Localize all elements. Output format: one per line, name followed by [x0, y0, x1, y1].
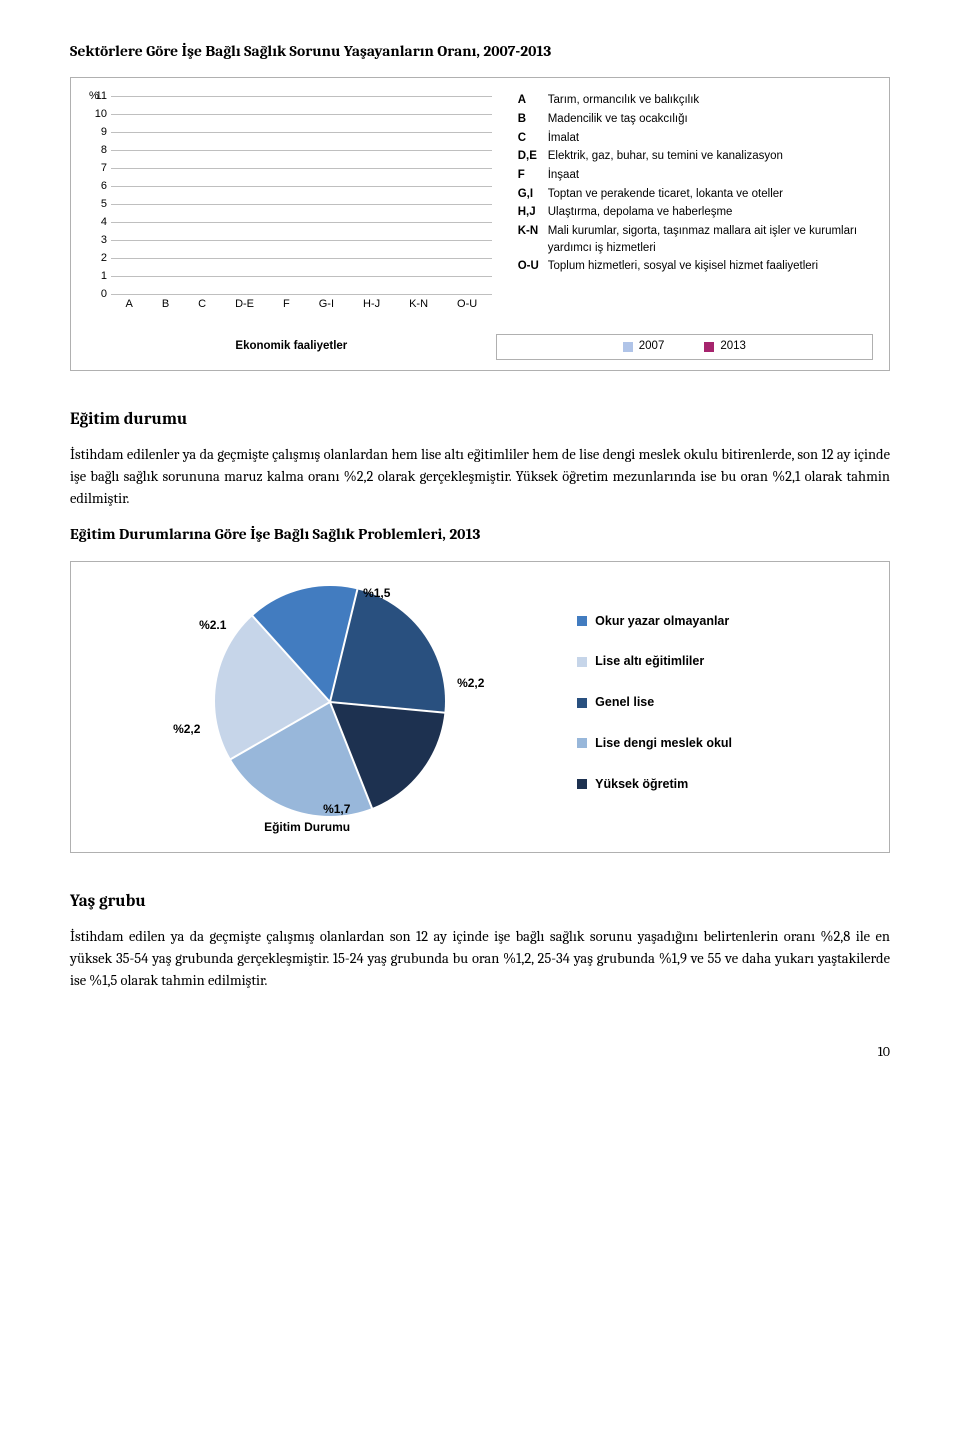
sector-legend-row: Fİnşaat [518, 167, 873, 184]
sector-desc: Toplum hizmetleri, sosyal ve kişisel hiz… [548, 258, 873, 275]
bar-chart-title: Sektörlere Göre İşe Bağlı Sağlık Sorunu … [70, 40, 890, 63]
pie-chart: %1,5%2,2%1,7%2,2%2.1 [195, 592, 455, 812]
x-label: H-J [363, 296, 380, 313]
sector-code: F [518, 167, 548, 184]
sector-desc: İnşaat [548, 167, 873, 184]
pie-slice-label: %2.1 [199, 616, 226, 634]
sector-legend-row: Cİmalat [518, 130, 873, 147]
pie-legend-swatch [577, 779, 587, 789]
year-legend: 2007 2013 [496, 334, 873, 359]
bar-chart-frame: % 01234567891011 ABCD-EFG-IH-JK-NO-U ATa… [70, 77, 890, 370]
y-tick: 4 [89, 214, 107, 231]
page-number: 10 [70, 1041, 890, 1062]
y-tick: 7 [89, 160, 107, 177]
sector-code: G,I [518, 186, 548, 203]
education-heading: Eğitim durumu [70, 407, 890, 433]
y-tick: 5 [89, 196, 107, 213]
y-tick: 1 [89, 268, 107, 285]
x-label: K-N [409, 296, 428, 313]
y-tick: 6 [89, 178, 107, 195]
x-label: O-U [457, 296, 477, 313]
sector-desc: Madencilik ve taş ocakcılığı [548, 111, 873, 128]
bar-chart: % 01234567891011 ABCD-EFG-IH-JK-NO-U [87, 92, 496, 322]
sector-legend-row: BMadencilik ve taş ocakcılığı [518, 111, 873, 128]
y-tick: 2 [89, 250, 107, 267]
x-label: F [283, 296, 290, 313]
sector-legend-row: D,EElektrik, gaz, buhar, su temini ve ka… [518, 148, 873, 165]
sector-legend: ATarım, ormancılık ve balıkçılıkBMadenci… [518, 92, 873, 277]
x-label: C [198, 296, 206, 313]
sector-desc: İmalat [548, 130, 873, 147]
pie-legend-label: Okur yazar olmayanlar [595, 612, 729, 631]
sector-legend-row: H,JUlaştırma, depolama ve haberleşme [518, 204, 873, 221]
pie-legend-label: Genel lise [595, 693, 654, 712]
sector-desc: Elektrik, gaz, buhar, su temini ve kanal… [548, 148, 873, 165]
age-heading: Yaş grubu [70, 889, 890, 915]
y-tick: 0 [89, 286, 107, 303]
sector-code: O-U [518, 258, 548, 275]
sector-code: H,J [518, 204, 548, 221]
pie-legend-label: Lise altı eğitimliler [595, 652, 704, 671]
x-axis-label: Ekonomik faaliyetler [87, 338, 496, 355]
legend-2007: 2007 [639, 338, 665, 355]
pie-legend-item: Genel lise [577, 693, 873, 712]
education-paragraph: İstihdam edilenler ya da geçmişte çalışm… [70, 444, 890, 509]
sector-desc: Ulaştırma, depolama ve haberleşme [548, 204, 873, 221]
age-paragraph: İstihdam edilen ya da geçmişte çalışmış … [70, 926, 890, 991]
pie-slice-label: %1,5 [363, 584, 390, 602]
sector-desc: Toptan ve perakende ticaret, lokanta ve … [548, 186, 873, 203]
y-tick: 3 [89, 232, 107, 249]
pie-slice-label: %2,2 [457, 674, 484, 692]
x-label: G-I [319, 296, 334, 313]
pie-legend-item: Lise dengi meslek okul [577, 734, 873, 753]
pie-legend-swatch [577, 657, 587, 667]
pie-slice-label: %2,2 [173, 720, 200, 738]
pie-legend-swatch [577, 698, 587, 708]
y-tick: 11 [89, 88, 107, 105]
pie-legend-label: Yüksek öğretim [595, 775, 688, 794]
pie-caption: Eğitim Durumu [264, 818, 350, 836]
pie-chart-frame: %1,5%2,2%1,7%2,2%2.1 Eğitim Durumu Okur … [70, 561, 890, 853]
sector-legend-row: K-NMali kurumlar, sigorta, taşınmaz mall… [518, 223, 873, 256]
sector-desc: Mali kurumlar, sigorta, taşınmaz mallara… [548, 223, 873, 256]
y-tick: 8 [89, 142, 107, 159]
sector-legend-row: ATarım, ormancılık ve balıkçılık [518, 92, 873, 109]
sector-code: C [518, 130, 548, 147]
sector-legend-row: O-UToplum hizmetleri, sosyal ve kişisel … [518, 258, 873, 275]
sector-legend-row: G,IToptan ve perakende ticaret, lokanta … [518, 186, 873, 203]
pie-legend-swatch [577, 616, 587, 626]
pie-legend-item: Okur yazar olmayanlar [577, 612, 873, 631]
pie-legend-item: Lise altı eğitimliler [577, 652, 873, 671]
pie-legend: Okur yazar olmayanlar Lise altı eğitimlil… [577, 612, 873, 816]
pie-legend-swatch [577, 738, 587, 748]
y-tick: 10 [89, 106, 107, 123]
pie-slice-label: %1,7 [323, 800, 350, 818]
sector-code: B [518, 111, 548, 128]
pie-legend-label: Lise dengi meslek okul [595, 734, 732, 753]
y-tick: 9 [89, 124, 107, 141]
x-label: D-E [235, 296, 254, 313]
sector-desc: Tarım, ormancılık ve balıkçılık [548, 92, 873, 109]
pie-chart-title: Eğitim Durumlarına Göre İşe Bağlı Sağlık… [70, 523, 890, 546]
legend-2013: 2013 [720, 338, 746, 355]
sector-code: D,E [518, 148, 548, 165]
sector-code: A [518, 92, 548, 109]
x-label: B [162, 296, 169, 313]
x-label: A [125, 296, 132, 313]
sector-code: K-N [518, 223, 548, 256]
pie-legend-item: Yüksek öğretim [577, 775, 873, 794]
